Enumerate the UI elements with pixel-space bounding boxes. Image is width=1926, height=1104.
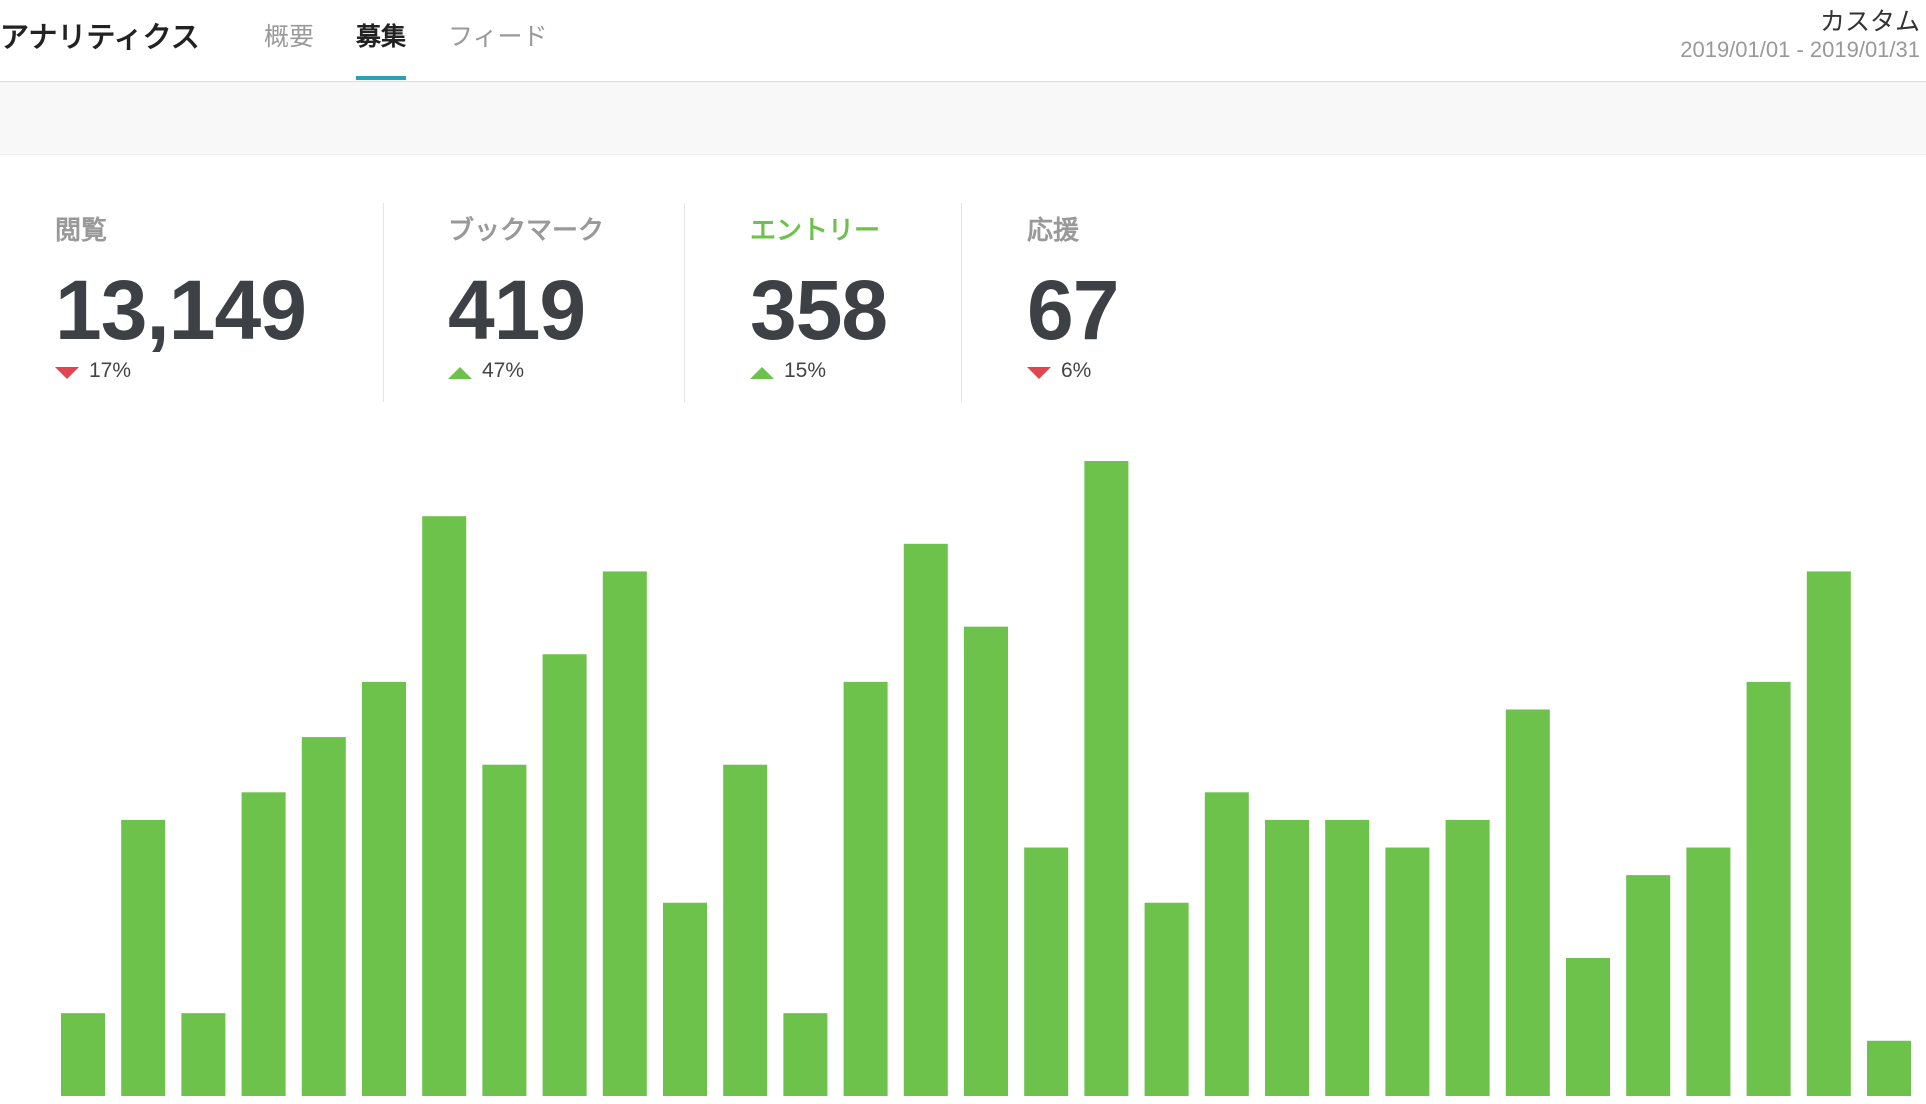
arrow-shape [1027,367,1051,379]
tab[interactable]: 概要 [264,23,315,51]
bar [1566,957,1610,1096]
range-dates: 2019/01/01 - 2019/01/31 [1680,37,1920,62]
stat-value: 13,149 [55,263,307,357]
divider [961,203,962,402]
arrow-down [55,367,79,379]
stat-value: 358 [750,263,888,357]
bar [61,1013,105,1096]
divider [684,203,685,402]
bar [1867,1040,1911,1096]
arrow-shape [55,367,79,379]
bar [663,902,707,1096]
bar [1084,461,1129,1096]
stat-change: 47% [448,359,524,383]
bar [783,1013,828,1096]
stat-change: 17% [55,359,131,383]
stat-label[interactable]: ブックマーク [448,215,605,245]
arrow-up [448,367,472,379]
range-name[interactable]: カスタム [1819,8,1920,36]
arrow-shape [448,367,472,379]
bar [362,681,406,1096]
bar [1204,792,1249,1096]
divider [383,203,384,402]
bar [1325,819,1370,1096]
bar [964,626,1008,1096]
bar [843,681,888,1096]
arrow-down [1027,367,1051,379]
bar [1024,847,1069,1096]
bar [241,792,286,1096]
bar [422,516,467,1096]
stat-change: 15% [750,359,826,383]
stat-value: 67 [1027,263,1119,357]
bar [301,737,346,1096]
bar [542,654,587,1096]
stat-value: 419 [448,263,586,357]
bar [903,543,948,1096]
arrow-shape [750,367,774,379]
bar [1144,902,1189,1096]
bar [1265,819,1309,1096]
stat-label[interactable]: 閲覧 [55,215,108,245]
toolbar-band [0,81,1926,155]
bar [482,764,527,1096]
stat-label[interactable]: エントリー [750,215,881,245]
bar [723,764,768,1096]
page-title: アナリティクス [0,22,200,54]
bar [1806,571,1851,1096]
bar [1626,875,1671,1096]
bar [1505,709,1550,1096]
bar [181,1013,226,1096]
bar [1686,847,1731,1096]
bar [121,819,166,1096]
arrow-up [750,367,774,379]
bar [1385,847,1430,1096]
stat-label[interactable]: 応援 [1027,215,1080,245]
stat-change: 6% [1027,359,1091,383]
tab[interactable]: フィード [448,23,548,51]
tab[interactable]: 募集 [356,17,407,80]
bar [1746,681,1791,1096]
bar [1445,819,1490,1096]
bar [602,571,647,1096]
